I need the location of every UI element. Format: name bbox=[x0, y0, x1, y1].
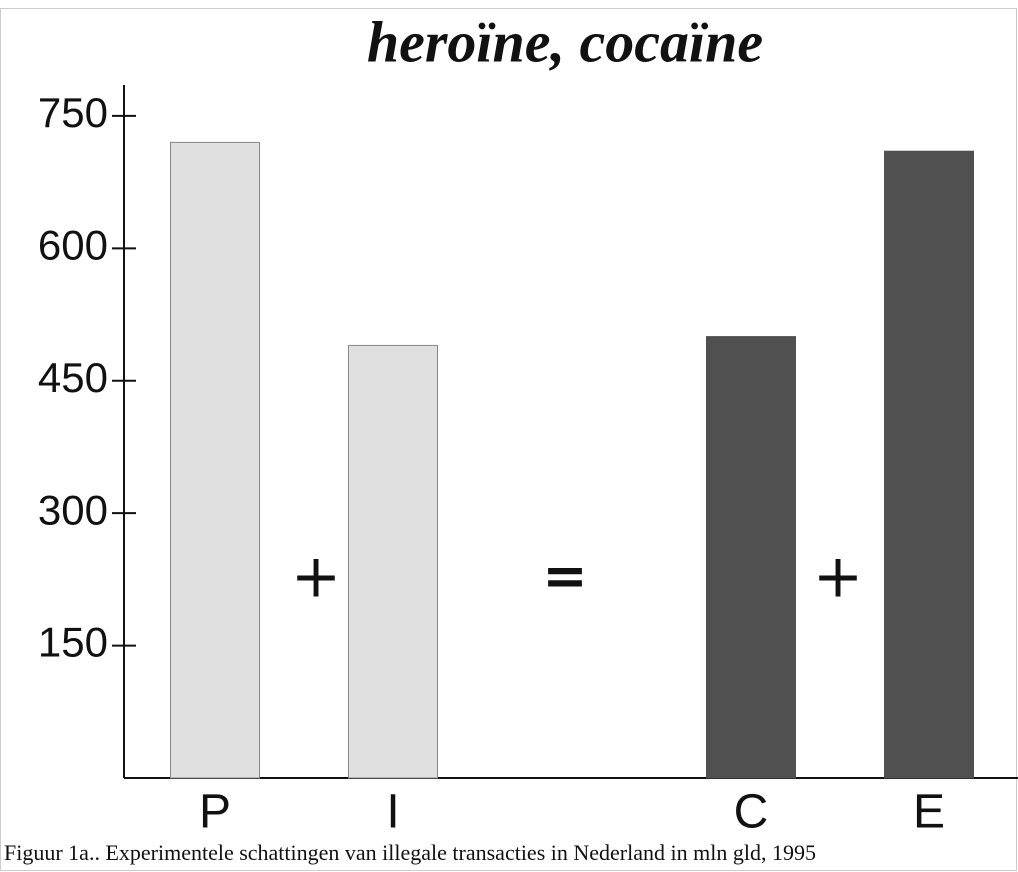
y-tick-label: 750 bbox=[38, 89, 108, 136]
caption: Figuur 1a.. Experimentele schattingen va… bbox=[4, 840, 816, 865]
bar bbox=[170, 141, 260, 779]
frame bbox=[0, 8, 1017, 871]
annotation: + bbox=[813, 542, 863, 612]
y-tick-label: 300 bbox=[38, 486, 108, 533]
x-tick-label: P bbox=[199, 786, 231, 839]
y-tick-label: 450 bbox=[38, 354, 108, 401]
x-tick-label: I bbox=[386, 786, 399, 839]
annotation: + bbox=[291, 542, 341, 612]
bar bbox=[348, 344, 438, 779]
annotation: = bbox=[542, 545, 587, 608]
y-tick-label: 150 bbox=[38, 619, 108, 666]
bar bbox=[706, 336, 796, 779]
chart-title: heroïne, cocaïne bbox=[367, 9, 763, 74]
y-tick-label: 600 bbox=[38, 221, 108, 268]
bar bbox=[884, 150, 974, 779]
x-tick-label: C bbox=[734, 786, 769, 839]
x-tick-label: E bbox=[913, 786, 945, 839]
